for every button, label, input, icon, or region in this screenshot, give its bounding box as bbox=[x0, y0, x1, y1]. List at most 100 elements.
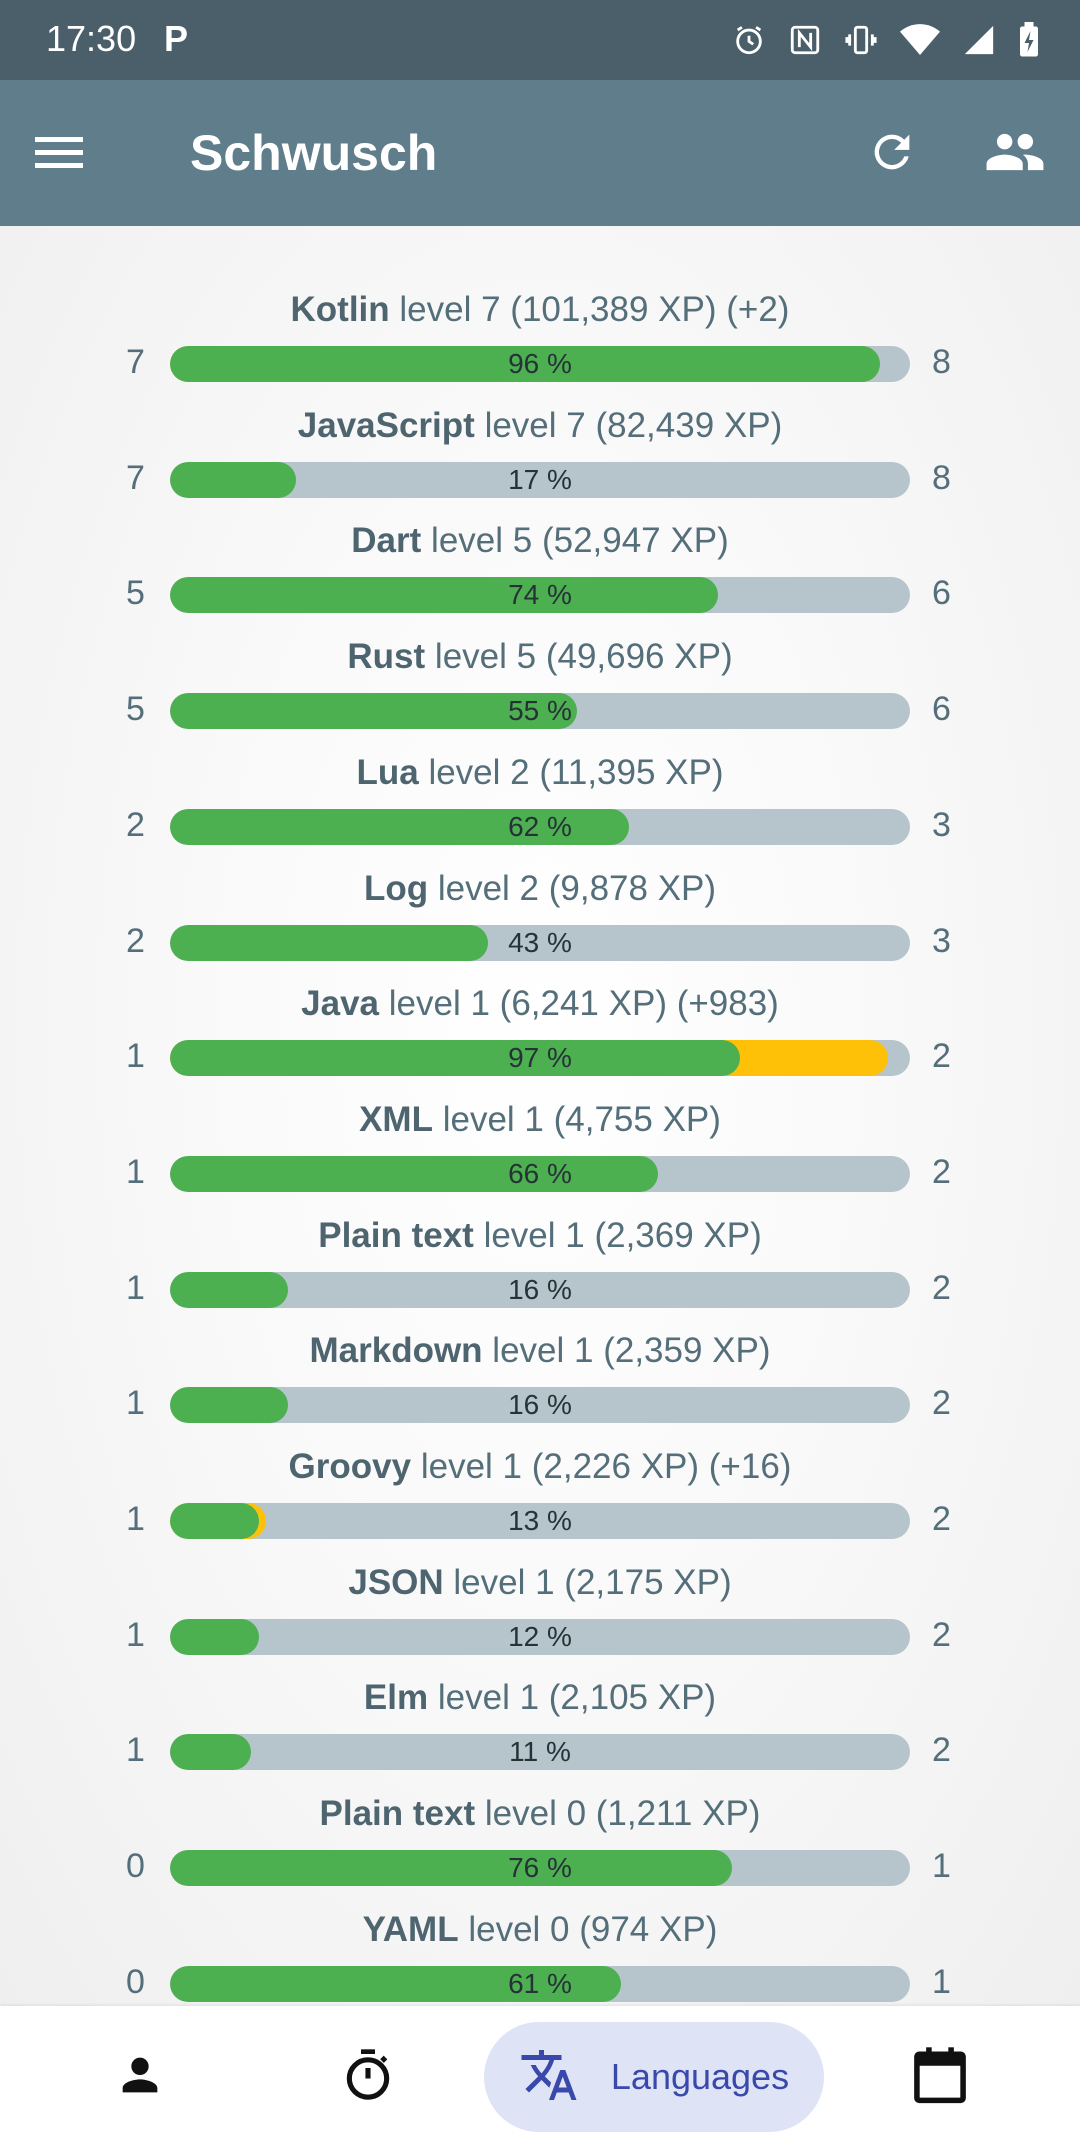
language-name: XML bbox=[359, 1099, 433, 1139]
progress-percent: 11 % bbox=[509, 1736, 571, 1768]
progress-bar: 66 % bbox=[170, 1155, 910, 1192]
progress-bar: 13 % bbox=[170, 1503, 910, 1539]
current-level: 1 bbox=[126, 1268, 145, 1307]
language-info: level 7 (101,389 XP) (+2) bbox=[399, 290, 790, 329]
current-level: 1 bbox=[126, 1037, 145, 1076]
language-entry: Plain text level 1 (2,369 XP) 1 16 % 2 bbox=[0, 1212, 1080, 1328]
language-title: Plain text level 0 (1,211 XP) bbox=[0, 1790, 1080, 1838]
nav-languages-label: Languages bbox=[610, 2056, 790, 2097]
next-level: 8 bbox=[932, 343, 951, 381]
language-title: Plain text level 1 (2,369 XP) bbox=[0, 1212, 1080, 1260]
language-info: level 2 (11,395 XP) bbox=[428, 752, 724, 792]
progress-bar: 43 % bbox=[170, 924, 910, 961]
current-level: 1 bbox=[126, 1731, 145, 1770]
progress-bar: 55 % bbox=[170, 693, 910, 730]
progress-fill bbox=[170, 924, 489, 961]
progress-bar: 11 % bbox=[170, 1734, 910, 1771]
progress-fill bbox=[170, 1040, 740, 1077]
progress-bar: 97 % bbox=[170, 1040, 910, 1077]
current-level: 1 bbox=[126, 1615, 145, 1654]
progress-percent: 61 % bbox=[508, 1967, 572, 1999]
next-level: 1 bbox=[932, 1847, 951, 1886]
language-name: Java bbox=[301, 984, 380, 1024]
people-icon[interactable] bbox=[980, 120, 1050, 184]
language-info: level 0 (974 XP) bbox=[468, 1909, 718, 1949]
language-name: Log bbox=[363, 868, 429, 908]
language-name: Plain text bbox=[318, 1215, 474, 1255]
profile-icon bbox=[114, 2049, 166, 2106]
next-level: 2 bbox=[932, 1731, 951, 1770]
language-info: level 7 (82,439 XP) bbox=[484, 405, 783, 445]
progress-bar: 12 % bbox=[170, 1618, 910, 1655]
progress-fill bbox=[170, 577, 718, 614]
progress-percent: 43 % bbox=[508, 926, 572, 958]
refresh-icon[interactable] bbox=[860, 120, 924, 184]
next-level: 2 bbox=[932, 1037, 951, 1076]
wifi-icon bbox=[900, 23, 940, 57]
language-title: Markdown level 1 (2,359 XP) bbox=[0, 1327, 1080, 1375]
current-level: 1 bbox=[126, 1500, 145, 1538]
current-level: 7 bbox=[126, 458, 145, 497]
language-title: YAML level 0 (974 XP) bbox=[0, 1906, 1080, 1954]
language-entry: JavaScript level 7 (82,439 XP) 7 17 % 8 bbox=[0, 402, 1080, 518]
progress-percent: 97 % bbox=[508, 1042, 572, 1074]
progress-fill bbox=[170, 1387, 289, 1424]
language-entry: Dart level 5 (52,947 XP) 5 74 % 6 bbox=[0, 517, 1080, 633]
language-title: JSON level 1 (2,175 XP) bbox=[0, 1559, 1080, 1607]
nav-calendar[interactable] bbox=[890, 2022, 990, 2132]
language-info: level 1 (2,175 XP) bbox=[453, 1562, 732, 1602]
language-entry: Groovy level 1 (2,226 XP) (+16) 1 13 % 2 bbox=[0, 1443, 1080, 1559]
language-entry: Lua level 2 (11,395 XP) 2 62 % 3 bbox=[0, 749, 1080, 865]
progress-fill bbox=[170, 1965, 622, 2002]
progress-fill bbox=[170, 461, 296, 498]
menu-icon[interactable] bbox=[30, 123, 90, 183]
progress-percent: 74 % bbox=[508, 579, 572, 611]
language-entry: Plain text level 0 (1,211 XP) 0 76 % 1 bbox=[0, 1790, 1080, 1906]
nav-timer[interactable] bbox=[318, 2022, 418, 2132]
language-list[interactable]: Kotlin level 7 (101,389 XP) (+2) 7 96 % … bbox=[0, 226, 1080, 2006]
language-title: Log level 2 (9,878 XP) bbox=[0, 865, 1080, 913]
app-title: Schwusch bbox=[190, 125, 438, 181]
progress-fill bbox=[170, 346, 881, 382]
language-entry: Markdown level 1 (2,359 XP) 1 16 % 2 bbox=[0, 1327, 1080, 1443]
language-name: Groovy bbox=[288, 1447, 412, 1486]
language-title: JavaScript level 7 (82,439 XP) bbox=[0, 402, 1080, 450]
progress-fill bbox=[170, 1271, 289, 1308]
nav-profile[interactable] bbox=[90, 2022, 190, 2132]
next-level: 2 bbox=[932, 1500, 951, 1538]
progress-fill bbox=[170, 1503, 259, 1539]
progress-fill bbox=[170, 1155, 659, 1192]
vibrate-icon bbox=[844, 23, 878, 57]
current-level: 1 bbox=[126, 1152, 145, 1191]
progress-percent: 96 % bbox=[508, 348, 572, 379]
language-entry: Elm level 1 (2,105 XP) 1 11 % 2 bbox=[0, 1674, 1080, 1790]
language-name: Dart bbox=[351, 521, 422, 561]
language-name: Plain text bbox=[319, 1794, 476, 1834]
progress-bar: 16 % bbox=[170, 1387, 910, 1424]
language-title: Kotlin level 7 (101,389 XP) (+2) bbox=[0, 286, 1080, 334]
progress-percent: 17 % bbox=[508, 463, 572, 495]
next-level: 8 bbox=[932, 458, 951, 497]
progress-bar: 76 % bbox=[170, 1850, 910, 1887]
bottom-navigation: Languages bbox=[0, 2006, 1080, 2150]
progress-bar: 61 % bbox=[170, 1965, 910, 2002]
language-info: level 1 (6,241 XP) (+983) bbox=[388, 984, 779, 1024]
battery-charging-icon bbox=[1018, 22, 1040, 58]
language-entry: Rust level 5 (49,696 XP) 5 55 % 6 bbox=[0, 633, 1080, 749]
next-level: 6 bbox=[932, 574, 951, 613]
language-name: JavaScript bbox=[297, 405, 475, 445]
language-info: level 1 (2,359 XP) bbox=[492, 1331, 771, 1371]
nav-languages[interactable]: Languages bbox=[484, 2022, 824, 2132]
nfc-icon bbox=[788, 23, 822, 57]
language-name: YAML bbox=[362, 1909, 459, 1949]
progress-fill bbox=[170, 808, 629, 845]
language-info: level 5 (49,696 XP) bbox=[434, 637, 733, 677]
next-level: 3 bbox=[932, 921, 951, 960]
language-title: Java level 1 (6,241 XP) (+983) bbox=[0, 980, 1080, 1028]
progress-bar: 17 % bbox=[170, 461, 910, 498]
language-title: Dart level 5 (52,947 XP) bbox=[0, 517, 1080, 565]
progress-percent: 13 % bbox=[508, 1505, 572, 1536]
current-level: 5 bbox=[126, 690, 145, 729]
progress-percent: 66 % bbox=[508, 1157, 572, 1189]
language-entry: XML level 1 (4,755 XP) 1 66 % 2 bbox=[0, 1096, 1080, 1212]
